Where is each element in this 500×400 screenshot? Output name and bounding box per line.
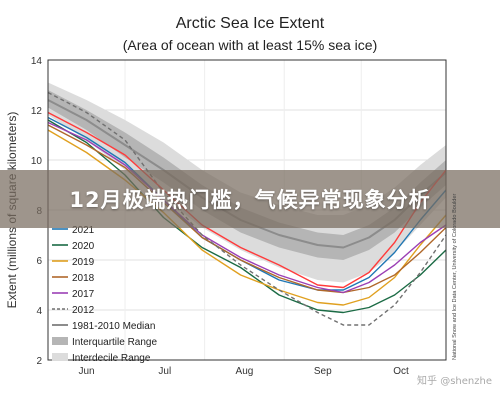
legend-label: 2017 [72,289,95,300]
legend-label: Interquartile Range [72,337,157,348]
x-tick-label: Aug [236,366,254,377]
y-tick-label: 6 [36,256,42,267]
legend-label: 2021 [72,225,95,236]
legend-swatch [52,337,68,345]
legend-label: 1981-2010 Median [72,321,155,332]
x-tick-label: Jun [78,366,94,377]
y-tick-label: 14 [31,56,43,67]
series-line-2017 [47,121,447,294]
series-line-2018 [47,124,447,294]
x-tick-label: Sep [314,366,332,377]
overlay-banner: 12月极端热门槛，气候异常现象分析 [0,170,500,228]
x-tick-label: Oct [393,366,409,377]
legend-label: 2018 [72,273,95,284]
legend-label: 2019 [72,257,95,268]
interdecile-band [48,82,446,283]
chart-title: Arctic Sea Ice Extent [176,15,325,32]
watermark: 知乎 @shenzhe [417,376,492,387]
y-tick-label: 2 [36,356,42,367]
y-tick-label: 10 [31,156,43,167]
legend-label: 2020 [72,241,95,252]
chart-subtitle: (Area of ocean with at least 15% sea ice… [123,37,377,53]
x-tick-label: Jul [158,366,171,377]
series-line-2022 [47,111,447,289]
legend-label: Interdecile Range [72,353,151,364]
y-tick-label: 4 [36,306,42,317]
series-line-2021 [47,116,447,291]
y-tick-label: 12 [31,106,43,117]
data-credit: National Snow and Ice Data Center, Unive… [452,193,458,360]
legend-label: 2012 [72,305,95,316]
banner-title: 12月极端热门槛，气候异常现象分析 [69,188,431,212]
legend-swatch [52,353,68,361]
